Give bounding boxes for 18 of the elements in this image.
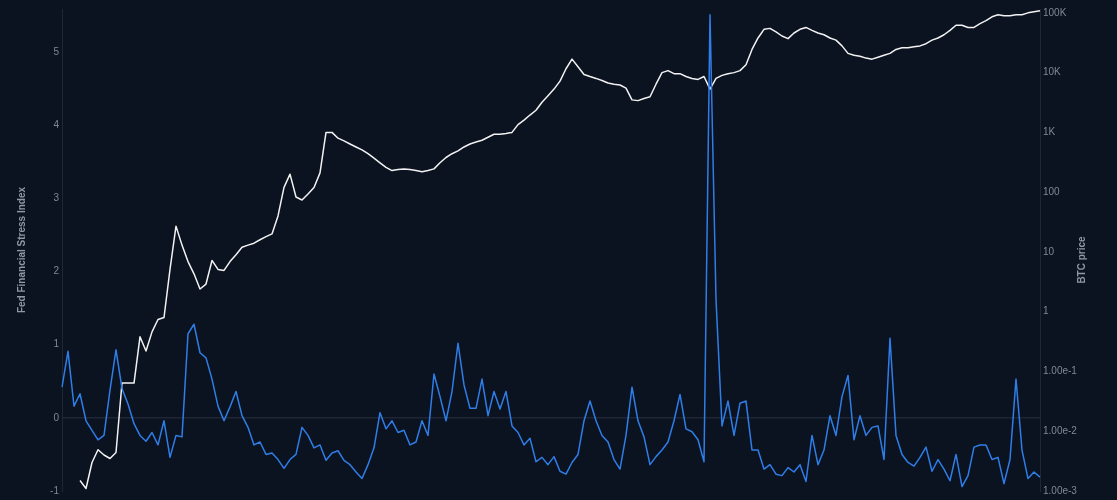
- y2-tick-label: 1.00e-3: [1043, 484, 1078, 496]
- y2-tick-label: 1.00e-1: [1043, 365, 1078, 377]
- y-tick-label: 1: [53, 338, 60, 350]
- y-tick-label: 4: [53, 119, 60, 131]
- y-tick-label: 3: [53, 192, 60, 204]
- y-axis-title: Fed Financial Stress Index: [15, 186, 27, 314]
- y2-tick-label: 10K: [1043, 66, 1062, 78]
- y2-tick-label: 10: [1043, 245, 1055, 257]
- y-tick-label: 0: [53, 411, 60, 423]
- y-tick-label: 5: [53, 45, 60, 57]
- y2-tick-label: 100K: [1043, 6, 1067, 18]
- y2-axis-title: BTC price: [1075, 235, 1087, 284]
- y-tick-label: -1: [50, 484, 60, 496]
- y-tick-label: 2: [53, 265, 60, 277]
- y2-tick-label: 100: [1043, 185, 1061, 197]
- y2-tick-label: 1.00e-2: [1043, 424, 1078, 436]
- y2-tick-label: 1: [1043, 305, 1049, 317]
- y2-tick-label: 1K: [1043, 126, 1056, 138]
